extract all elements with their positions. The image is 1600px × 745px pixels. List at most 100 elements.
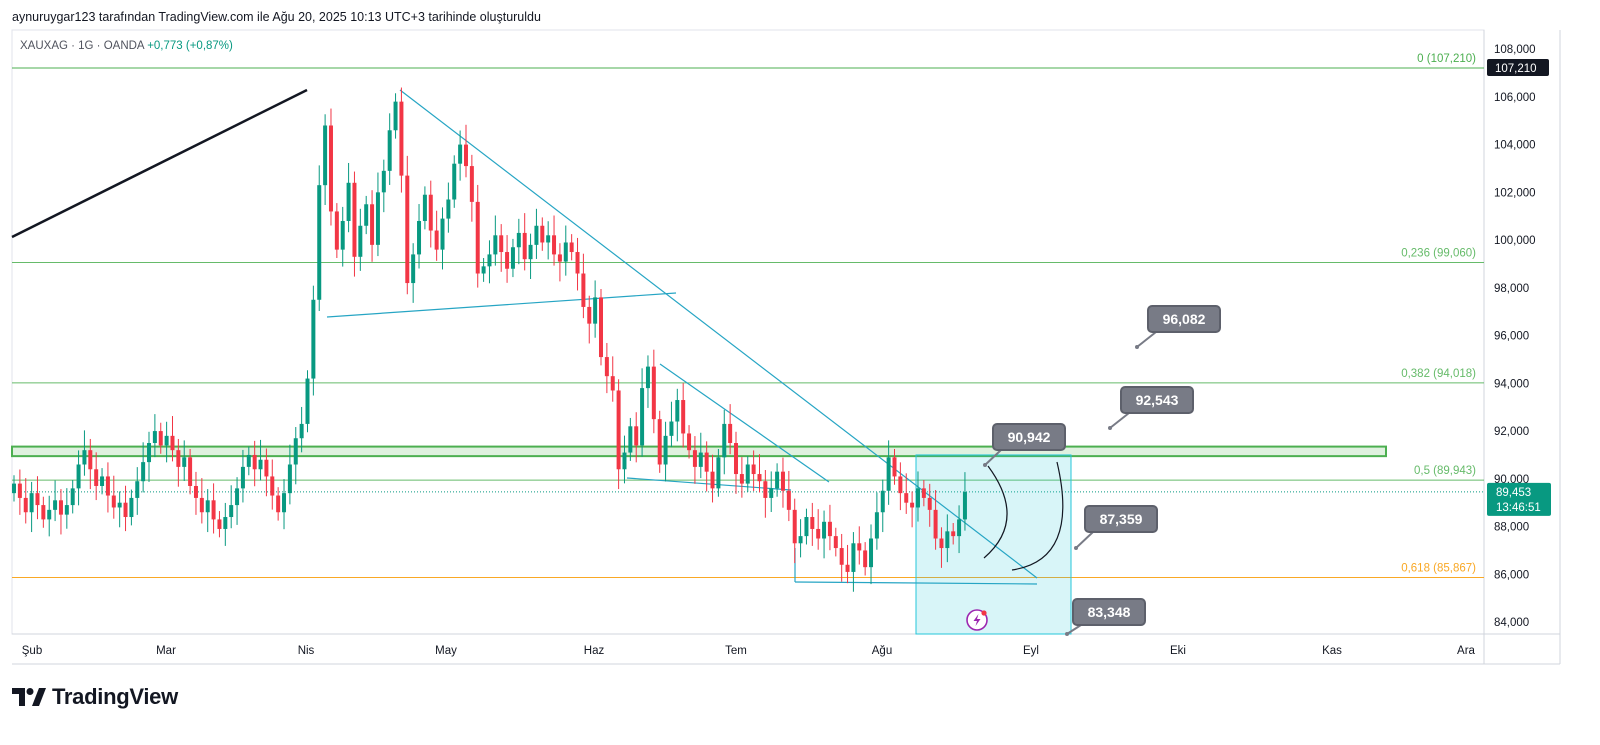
candle-body [546,235,551,243]
candle-body [951,531,956,537]
candle-body [35,493,40,506]
candle-body [182,457,187,467]
candle-body [816,528,821,539]
candle-body [962,491,967,520]
candle-body [53,500,58,510]
time-tick: Kas [1322,645,1342,657]
candle-body [323,125,328,186]
candle-body [317,185,322,300]
candle-body [769,488,774,498]
time-tick: Eyl [1023,645,1039,657]
price-tick: 96,000 [1494,331,1529,343]
candles-layer [12,87,967,592]
candle-body [610,376,615,391]
callout-box[interactable] [1147,305,1221,333]
candle-body [164,435,169,446]
candle-body [599,297,603,358]
candle-body [188,457,193,486]
candle-body [346,182,351,221]
candle-body [282,493,287,513]
trendline-3[interactable] [659,363,830,483]
candle-body [358,225,363,257]
top-price-badge [1487,58,1549,76]
candle-body [469,166,474,202]
candle-body [921,488,926,498]
candle-body [393,101,398,131]
candle-body [463,144,468,167]
time-axis[interactable]: Şub Mar Nis May Haz Tem Ağu Eyl Eki Kas Ara [22,645,1476,657]
candle-body [687,433,692,451]
candle-body [452,163,457,200]
candle-body [927,497,932,510]
candle-body [352,182,357,257]
candle-body [493,235,498,255]
candle-body [957,519,962,537]
candle-body [857,543,862,551]
callout-box[interactable] [992,423,1066,451]
candle-body [305,378,310,424]
candle-body [716,457,721,489]
candle-body [745,464,750,484]
plot-area[interactable] [11,29,1485,635]
candle-body [70,488,75,506]
candle-body [152,431,157,444]
price-scale[interactable]: 108,000 106,000 104,000 102,000 100,000 98,00… [1487,44,1551,629]
trendline-2[interactable] [326,292,677,318]
candle-body [581,273,586,307]
long-term-trendline[interactable] [11,88,308,239]
candle-body [775,471,780,489]
candle-body [229,505,234,518]
trendline-1[interactable] [399,89,1038,579]
lightning-event-icon[interactable] [966,609,988,631]
candle-body [64,505,69,515]
price-tick: 92,000 [1494,426,1529,438]
callout-pointer [1066,624,1082,635]
candle-body [827,521,832,537]
price-tick: 88,000 [1494,522,1529,534]
candle-body [205,500,210,513]
candle-body [299,423,304,439]
price-tick: 86,000 [1494,569,1529,581]
candle-body [258,459,263,470]
callout-box[interactable] [1072,598,1146,626]
candle-body [616,390,621,470]
candle-body [651,366,656,420]
callout-box[interactable] [1120,386,1194,414]
candle-body [698,452,703,467]
candle-body [534,225,539,245]
tradingview-wordmark: TradingView [52,684,178,709]
callout-pointer [984,449,1002,466]
tradingview-logo[interactable]: TradingView [12,684,178,710]
symbol-label[interactable]: XAUXAG · 1G · OANDA [20,40,144,52]
callout-anchor [1065,632,1069,636]
candle-body [446,199,451,219]
candle-body [892,457,897,477]
candle-body [798,536,803,544]
candle-body [129,497,134,518]
candle-body [945,531,950,549]
candle-body [675,400,680,422]
candle-body [528,244,533,260]
candle-body [47,509,52,520]
candle-body [886,457,891,491]
symbol-legend[interactable]: XAUXAG · 1G · OANDA +0,773 (+0,87%) [20,40,233,52]
callout-value: 96,082 [1163,311,1206,327]
candle-body [12,483,16,494]
time-tick: Ağu [872,645,892,657]
candle-body [76,464,81,489]
callout-box[interactable] [1084,505,1158,533]
candle-body [147,443,152,463]
trendline-5[interactable] [794,581,1038,585]
candle-body [276,495,281,513]
chart-attribution: aynuruygar123 tarafından TradingView.com… [12,10,541,24]
candle-body [422,194,427,221]
candle-body [810,517,815,529]
candle-body [692,450,697,467]
price-tick: 84,000 [1494,617,1529,629]
candle-body [569,242,574,253]
candle-body [434,230,439,250]
candle-body [270,476,275,496]
candle-body [100,476,105,486]
candle-body [910,502,915,508]
